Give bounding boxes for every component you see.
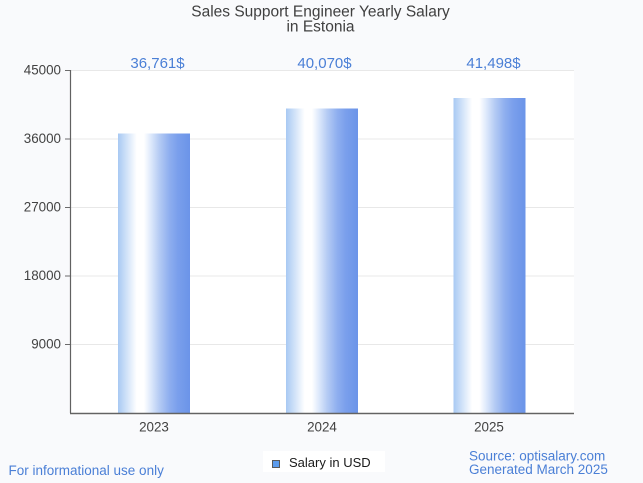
svg-text:18000: 18000	[24, 268, 61, 283]
svg-text:27000: 27000	[24, 200, 61, 215]
svg-text:36000: 36000	[24, 131, 61, 146]
svg-text:Source: optisalary.com: Source: optisalary.com	[469, 449, 605, 464]
svg-text:Sales Support Engineer Yearly: Sales Support Engineer Yearly Salary	[191, 4, 450, 21]
svg-text:36,761$: 36,761$	[130, 55, 185, 72]
svg-text:Salary in USD: Salary in USD	[289, 455, 371, 470]
svg-text:45000: 45000	[24, 63, 61, 78]
svg-text:2024: 2024	[307, 420, 337, 435]
svg-text:in Estonia: in Estonia	[286, 19, 354, 36]
svg-text:For informational use only: For informational use only	[9, 463, 165, 478]
svg-text:Generated March 2025: Generated March 2025	[469, 462, 608, 477]
svg-text:2023: 2023	[139, 420, 169, 435]
svg-text:41,498$: 41,498$	[466, 55, 521, 72]
svg-text:9000: 9000	[31, 337, 61, 352]
svg-text:40,070$: 40,070$	[297, 55, 352, 72]
svg-text:2025: 2025	[474, 420, 504, 435]
